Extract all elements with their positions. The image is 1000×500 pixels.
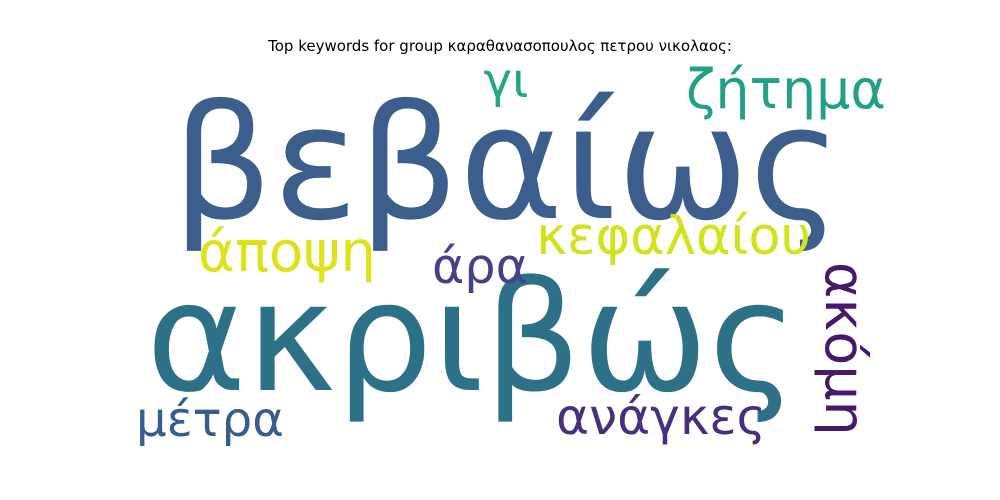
cloud-word: γι	[483, 52, 529, 109]
cloud-word: ακριβώς	[146, 248, 798, 426]
cloud-word: ανάγκες	[556, 386, 766, 446]
cloud-word: ακόμη	[811, 262, 877, 436]
cloud-word: ζήτημα	[686, 58, 886, 122]
cloud-word: κεφαλαίου	[536, 205, 811, 267]
cloud-word: άποψη	[198, 219, 376, 285]
cloud-word: μέτρα	[136, 391, 284, 448]
cloud-word: άρα	[432, 237, 528, 296]
figure-title: Top keywords for group καραθανασοπουλος …	[268, 37, 732, 55]
cloud-word: βεβαίως	[172, 72, 842, 257]
